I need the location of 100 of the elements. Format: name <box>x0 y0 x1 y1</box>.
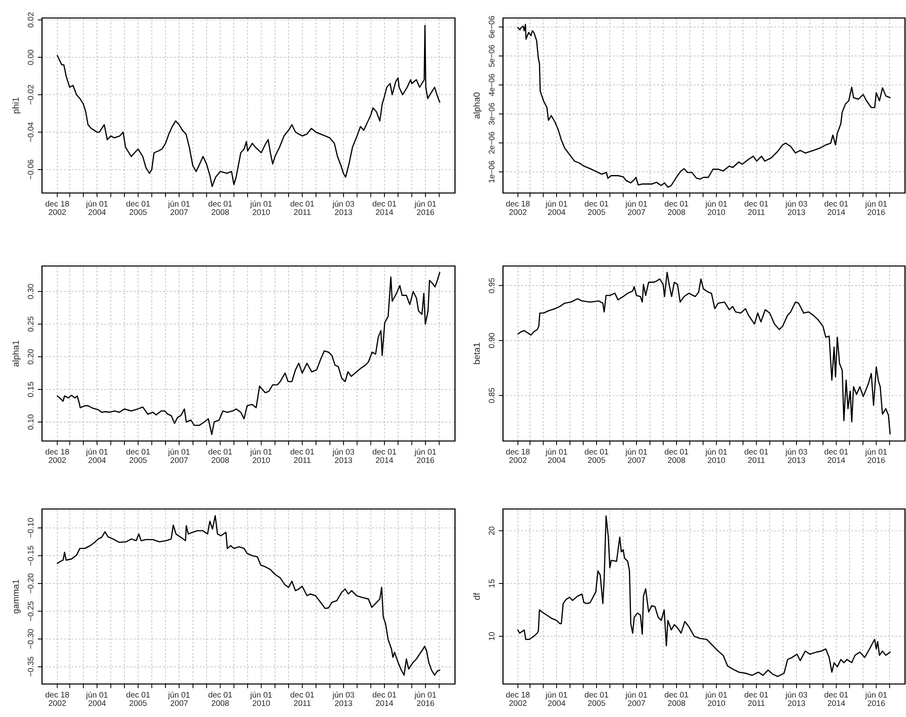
x-tick-label: dec 01 2008 <box>664 448 688 463</box>
x-tick-label: jún 03 2013 <box>332 448 354 464</box>
x-tick-label: jún 03 2013 <box>332 200 354 216</box>
x-tick-label: jún 01 2007 <box>625 200 648 216</box>
x-tick-label: dec 01 2011 <box>290 200 314 215</box>
x-tick-label: dec 18 2002 <box>46 692 70 706</box>
x-tick-label: dec 01 2011 <box>290 692 314 706</box>
x-tick-label: dec 18 2002 <box>506 448 530 463</box>
y-tick-label: 2e−06 <box>488 132 494 154</box>
x-tick-label: jún 01 2004 <box>545 200 568 216</box>
y-tick-label: −0.30 <box>28 629 34 649</box>
x-tick-label: jún 01 2010 <box>250 692 272 706</box>
x-tick-label: dec 01 2008 <box>664 200 688 215</box>
x-tick-label: dec 01 2008 <box>208 448 232 463</box>
x-tick-label: jún 01 2007 <box>168 200 190 216</box>
x-tick-label: dec 01 2005 <box>126 448 150 463</box>
line-series <box>517 515 891 677</box>
x-tick-label: dec 01 2008 <box>208 692 232 706</box>
x-tick-label: jún 03 2013 <box>785 448 808 464</box>
y-tick-label: 20 <box>488 526 494 535</box>
y-tick-label: 0.30 <box>28 284 34 299</box>
y-axis-title: alpha1 <box>12 340 21 366</box>
line-series <box>517 272 891 435</box>
y-tick-label: 0.00 <box>28 50 34 65</box>
x-tick-label: dec 01 2014 <box>824 448 848 463</box>
line-series <box>517 24 891 188</box>
y-tick-label: 0.02 <box>28 12 34 28</box>
y-tick-label: −0.25 <box>28 601 34 622</box>
y-tick-label: −0.04 <box>28 122 34 142</box>
y-tick-label: 10 <box>488 632 494 640</box>
x-tick-label: dec 18 2002 <box>46 448 70 463</box>
x-tick-label: jún 03 2013 <box>785 200 808 216</box>
x-tick-label: jún 01 2004 <box>545 448 568 464</box>
x-tick-label: jún 01 2007 <box>625 448 648 464</box>
line-series <box>56 24 440 188</box>
y-tick-label: 6e−06 <box>488 16 494 38</box>
x-tick-label: jún 03 2013 <box>785 692 808 706</box>
x-tick-label: jún 01 2016 <box>865 448 887 464</box>
x-tick-label: jún 01 2004 <box>86 200 108 216</box>
y-tick-label: −0.06 <box>28 160 34 180</box>
x-tick-label: dec 01 2011 <box>744 692 768 706</box>
y-tick-label: 4e−06 <box>488 74 494 96</box>
x-tick-label: jún 01 2016 <box>414 448 436 464</box>
x-tick-label: jún 01 2010 <box>705 692 727 706</box>
x-tick-label: dec 01 2005 <box>584 448 608 463</box>
x-tick-label: jún 01 2016 <box>865 692 887 706</box>
x-tick-label: dec 01 2005 <box>126 692 150 706</box>
x-tick-label: dec 01 2014 <box>824 200 848 215</box>
y-tick-label: 0.95 <box>488 278 494 294</box>
x-tick-label: dec 01 2014 <box>372 448 396 463</box>
x-tick-label: jún 01 2010 <box>250 200 272 216</box>
x-tick-label: dec 01 2005 <box>126 200 150 215</box>
x-tick-label: dec 01 2011 <box>744 200 768 215</box>
y-tick-label: 0.90 <box>488 333 494 348</box>
x-tick-label: dec 01 2008 <box>208 200 232 215</box>
y-tick-label: 1e−06 <box>488 160 494 183</box>
y-tick-label: −0.15 <box>28 546 34 566</box>
y-tick-label: 0.25 <box>28 316 34 332</box>
y-tick-label: 15 <box>488 579 494 588</box>
y-tick-label: 5e−06 <box>488 44 494 67</box>
y-tick-label: −0.20 <box>28 574 34 594</box>
x-tick-label: dec 01 2005 <box>584 692 608 706</box>
x-tick-label: dec 18 2002 <box>46 200 70 215</box>
x-tick-label: jún 01 2016 <box>414 692 436 706</box>
x-tick-label: dec 01 2014 <box>824 692 848 706</box>
x-tick-label: jún 01 2007 <box>168 692 190 706</box>
x-tick-label: dec 01 2011 <box>290 448 314 463</box>
x-tick-label: jún 01 2010 <box>250 448 272 464</box>
y-tick-label: 3e−06 <box>488 102 494 125</box>
y-axis-title: phi1 <box>12 98 21 114</box>
x-tick-label: jún 01 2010 <box>705 200 727 216</box>
x-tick-label: jún 01 2004 <box>86 448 108 464</box>
x-tick-label: dec 01 2008 <box>664 692 688 706</box>
line-series <box>56 272 440 436</box>
x-tick-label: dec 18 2002 <box>506 200 530 215</box>
y-tick-label: −0.02 <box>28 84 34 105</box>
y-tick-label: 0.15 <box>28 382 34 397</box>
x-tick-label: jún 03 2013 <box>332 692 354 706</box>
x-tick-label: jún 01 2007 <box>168 448 190 464</box>
x-tick-label: jún 01 2010 <box>705 448 727 464</box>
y-tick-label: 0.85 <box>488 388 494 404</box>
y-tick-label: −0.35 <box>28 656 34 677</box>
x-tick-label: dec 01 2014 <box>372 200 396 215</box>
y-axis-title: alpha0 <box>473 92 482 118</box>
y-tick-label: −0.10 <box>28 518 34 538</box>
x-tick-label: jún 01 2016 <box>414 200 436 216</box>
x-tick-label: dec 01 2005 <box>584 200 608 215</box>
x-tick-label: dec 01 2014 <box>372 692 396 706</box>
x-tick-label: jún 01 2004 <box>545 692 568 706</box>
y-tick-label: 0.20 <box>28 349 34 364</box>
line-series <box>56 515 440 676</box>
y-axis-title: df <box>473 592 480 600</box>
y-axis-title: beta1 <box>473 342 480 364</box>
x-tick-label: jún 01 2016 <box>865 200 887 216</box>
x-tick-label: dec 18 2002 <box>506 692 530 706</box>
y-tick-label: 0.10 <box>28 414 34 430</box>
x-tick-label: dec 01 2011 <box>744 448 768 463</box>
y-axis-title: gamma1 <box>12 580 21 614</box>
x-tick-label: jún 01 2004 <box>86 692 108 706</box>
x-tick-label: jún 01 2007 <box>625 692 648 706</box>
